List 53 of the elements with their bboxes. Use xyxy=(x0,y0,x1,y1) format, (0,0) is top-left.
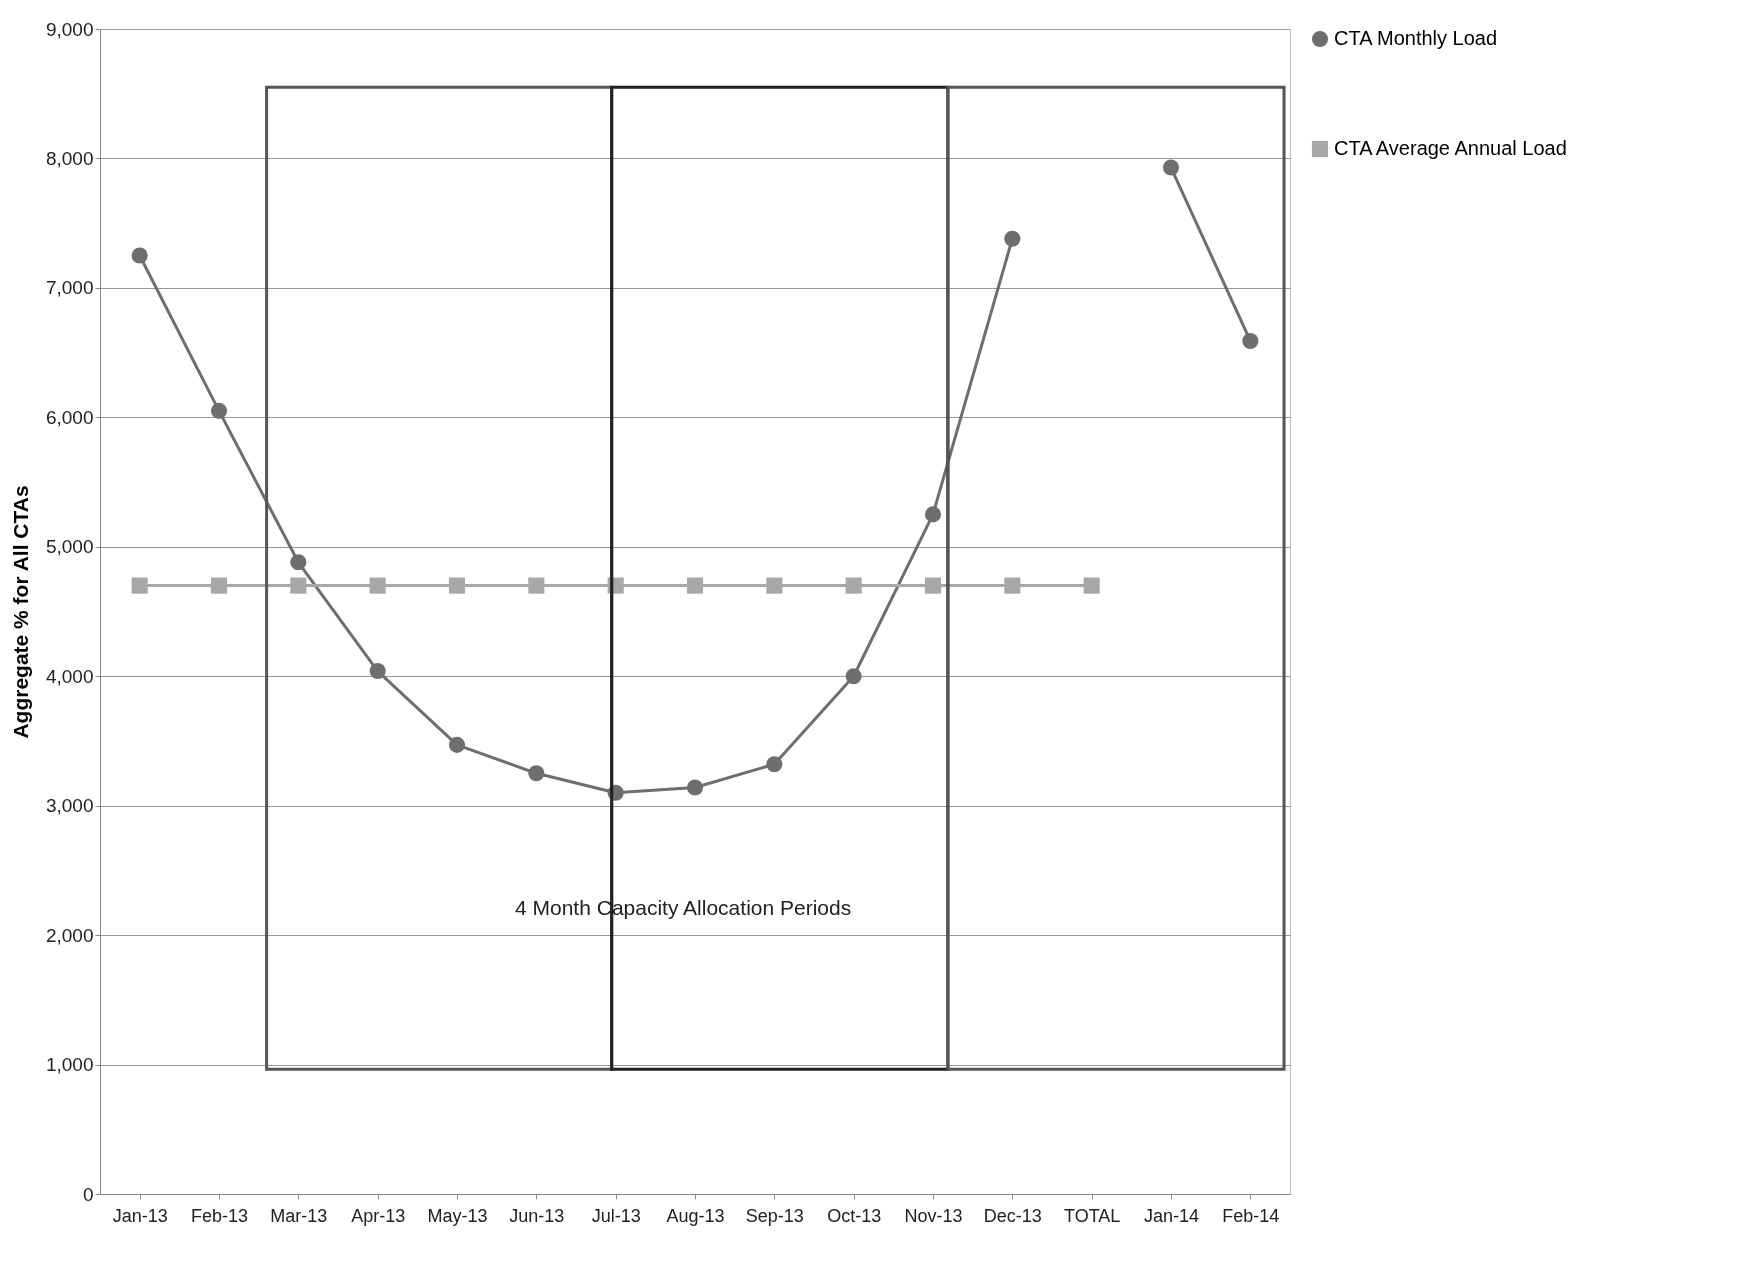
x-tick-label: Apr-13 xyxy=(351,1205,406,1226)
point xyxy=(924,506,942,523)
x-tick-label: Sep-13 xyxy=(745,1205,804,1226)
point xyxy=(766,577,783,594)
point xyxy=(528,577,545,594)
x-tick-label: Jan-13 xyxy=(112,1205,168,1226)
y-tick-label: 9,000 xyxy=(45,18,94,40)
point xyxy=(210,402,228,419)
x-tick-label: Oct-13 xyxy=(827,1205,882,1226)
y-tick-label: 0 xyxy=(82,1183,94,1205)
point xyxy=(528,765,545,782)
x-tick-label: TOTAL xyxy=(1063,1205,1121,1226)
x-tick-label: Jun-13 xyxy=(509,1205,565,1226)
x-tick-label: Dec-13 xyxy=(983,1205,1042,1226)
point xyxy=(1242,332,1259,350)
x-tick-label: Nov-13 xyxy=(904,1205,963,1226)
y-tick-label: 3,000 xyxy=(45,795,94,817)
point xyxy=(924,577,942,594)
point xyxy=(290,554,307,571)
point xyxy=(131,247,148,264)
point xyxy=(448,577,466,594)
legend-label: CTA Average Annual Load xyxy=(1334,137,1567,159)
point xyxy=(448,736,466,753)
y-tick-label: 5,000 xyxy=(45,536,94,558)
y-tick-label: 8,000 xyxy=(45,147,94,169)
point xyxy=(686,577,704,594)
point xyxy=(1162,159,1180,176)
point xyxy=(290,577,307,594)
point xyxy=(131,577,148,594)
point xyxy=(686,779,704,796)
legend-label: CTA Monthly Load xyxy=(1334,27,1498,49)
point xyxy=(766,756,783,773)
x-tick-label: Jan-14 xyxy=(1143,1205,1200,1226)
y-tick-label: 4,000 xyxy=(45,665,94,687)
x-tick-label: Feb-14 xyxy=(1222,1205,1280,1226)
x-tick-label: May-13 xyxy=(427,1205,488,1226)
y-tick-label: 1,000 xyxy=(45,1054,94,1076)
y-tick-label: 2,000 xyxy=(45,924,94,946)
point xyxy=(845,577,862,594)
x-tick-label: Jul-13 xyxy=(591,1205,641,1226)
point xyxy=(845,668,862,685)
point xyxy=(369,577,386,594)
y-tick-label: 7,000 xyxy=(45,277,94,299)
point xyxy=(1004,230,1021,247)
point xyxy=(369,663,386,680)
y-axis-title: Aggregate % for All CTAs xyxy=(8,485,32,739)
x-tick-label: Feb-13 xyxy=(190,1205,249,1226)
x-tick-label: Mar-13 xyxy=(270,1205,328,1226)
y-tick-label: 6,000 xyxy=(45,406,94,428)
point xyxy=(1004,577,1021,594)
x-tick-label: Aug-13 xyxy=(666,1205,725,1226)
point xyxy=(210,577,228,594)
point xyxy=(1083,577,1100,594)
